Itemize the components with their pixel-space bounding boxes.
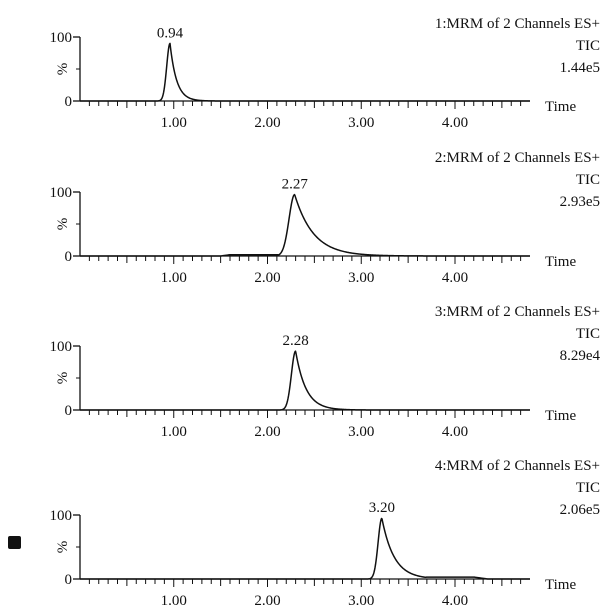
y-tick-label: 100 [50, 508, 73, 524]
intensity-label: 2.93e5 [560, 194, 600, 210]
intensity-label: 2.06e5 [560, 502, 600, 518]
chromatogram-panel-2: 2:MRM of 2 Channels ES+ TIC 2.93e5 100 0% 1.0… [50, 150, 601, 286]
panel-title: 4:MRM of 2 Channels ES+ [435, 458, 600, 474]
x-tick-label: 3.00 [348, 424, 374, 440]
x-tick-label: 1.00 [161, 424, 187, 440]
panel-title: 1:MRM of 2 Channels ES+ [435, 16, 600, 32]
x-tick-label: 2.00 [254, 270, 280, 286]
x-tick-label: 4.00 [442, 593, 468, 608]
trace-label: TIC [576, 172, 600, 188]
chromatogram-trace [79, 350, 531, 411]
y-tick-label: 0 [65, 249, 73, 265]
peak-label: 2.27 [282, 177, 309, 193]
x-tick-label: 2.00 [254, 593, 280, 608]
square-marker-icon [8, 536, 21, 549]
chromatogram-panel-4: 4:MRM of 2 Channels ES+ TIC 2.06e5 100 0% 1.0… [50, 458, 601, 608]
x-axis-label: Time [545, 254, 576, 270]
trace-label: TIC [576, 38, 600, 54]
y-axis-label: % [55, 63, 71, 76]
x-tick-label: 4.00 [442, 270, 468, 286]
x-tick-label: 4.00 [442, 115, 468, 131]
chromatogram-trace [79, 193, 531, 257]
chromatogram-trace [79, 517, 531, 580]
panel-title: 3:MRM of 2 Channels ES+ [435, 304, 600, 320]
peak-label: 3.20 [369, 500, 395, 516]
x-tick-label: 2.00 [254, 424, 280, 440]
y-tick-label: 0 [65, 572, 73, 588]
y-tick-label: 100 [50, 339, 73, 355]
trace-label: TIC [576, 326, 600, 342]
y-axis-label: % [55, 541, 71, 554]
y-tick-label: 0 [65, 94, 73, 110]
intensity-label: 8.29e4 [560, 348, 601, 364]
y-axis-label: % [55, 372, 71, 385]
y-tick-label: 100 [50, 185, 73, 201]
peak-label: 2.28 [283, 333, 309, 349]
intensity-label: 1.44e5 [560, 60, 600, 76]
x-tick-label: 3.00 [348, 115, 374, 131]
panel-title: 2:MRM of 2 Channels ES+ [435, 150, 600, 166]
x-axis-label: Time [545, 577, 576, 593]
y-axis-label: % [55, 218, 71, 231]
x-axis-label: Time [545, 99, 576, 115]
chromatogram-panel-3: 3:MRM of 2 Channels ES+ TIC 8.29e4 100 0% 1.0… [50, 304, 601, 440]
x-tick-label: 2.00 [254, 115, 280, 131]
trace-label: TIC [576, 480, 600, 496]
x-tick-label: 3.00 [348, 270, 374, 286]
x-tick-label: 1.00 [161, 115, 187, 131]
y-tick-label: 0 [65, 403, 73, 419]
chromatogram-trace [79, 42, 531, 102]
x-tick-label: 4.00 [442, 424, 468, 440]
peak-label: 0.94 [157, 25, 184, 41]
x-tick-label: 3.00 [348, 593, 374, 608]
x-tick-label: 1.00 [161, 593, 187, 608]
chromatogram-panel-1: 1:MRM of 2 Channels ES+ TIC 1.44e5 100 0% 1.0… [50, 16, 601, 131]
x-axis-label: Time [545, 408, 576, 424]
x-tick-label: 1.00 [161, 270, 187, 286]
y-tick-label: 100 [50, 30, 73, 46]
